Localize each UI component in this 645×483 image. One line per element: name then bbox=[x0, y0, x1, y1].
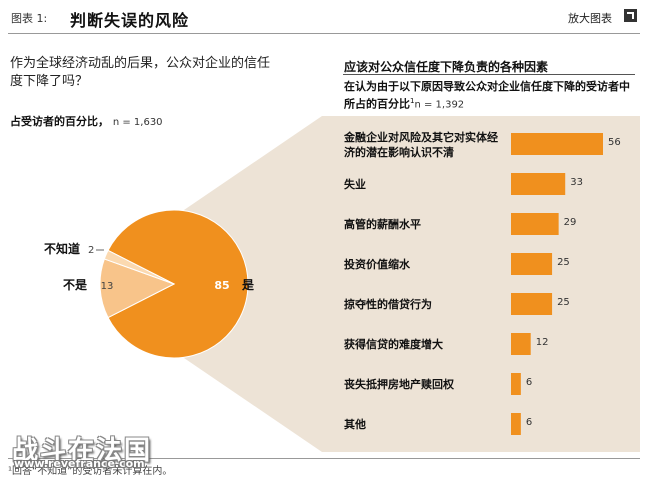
bar-value: 29 bbox=[563, 217, 577, 228]
bar-value: 6 bbox=[525, 417, 533, 428]
bar-category-label: 投资价值缩水 bbox=[344, 258, 410, 271]
pie-subtitle: 占受访者的百分比， n = 1,630 bbox=[10, 113, 163, 129]
bar bbox=[511, 373, 521, 395]
watermark-url: www.revefrance.com bbox=[14, 457, 145, 470]
watermark-text: 战斗在法国 bbox=[12, 436, 153, 466]
footnote-marker: 1 bbox=[410, 97, 415, 105]
bar-chart bbox=[511, 133, 603, 435]
pie-label-no: 不是 bbox=[63, 278, 88, 292]
pie-chart: 85 是 13 不是 2 不知道 bbox=[44, 209, 255, 359]
expand-icon[interactable] bbox=[624, 9, 637, 22]
bar-category-label: 获得信贷的难度增大 bbox=[344, 338, 443, 351]
bar-panel-background bbox=[184, 116, 640, 452]
pie-slice-dont-know bbox=[103, 249, 175, 285]
bar-sample-size: n = 1,392 bbox=[414, 99, 465, 111]
pie-label-dont-know: 不知道 bbox=[44, 241, 80, 256]
bar-value: 6 bbox=[525, 377, 533, 388]
bar-category-label: 其他 bbox=[344, 418, 366, 431]
pie-sample-size: n = 1,630 bbox=[112, 117, 163, 128]
pie-slice-yes bbox=[107, 209, 249, 359]
pie-subtitle-text: 占受访者的百分比， bbox=[10, 115, 109, 128]
figure-label: 图表 1: bbox=[11, 12, 48, 25]
pie-slice-no bbox=[99, 258, 176, 319]
bar-category-label: 高管的薪酬水平 bbox=[344, 218, 421, 231]
bar-value: 25 bbox=[557, 257, 570, 268]
pie-value-yes: 85 bbox=[214, 279, 229, 292]
chart-header: 图表 1: 判断失误的风险 放大图表 bbox=[8, 6, 640, 34]
bar bbox=[511, 173, 566, 195]
survey-question: 作为全球经济动乱的后果，公众对企业的信任度下降了吗？ bbox=[10, 56, 271, 89]
title-divider bbox=[343, 74, 635, 75]
footer-divider bbox=[8, 458, 640, 459]
pie-value-no: 13 bbox=[101, 281, 114, 292]
bar-value: 25 bbox=[557, 297, 570, 308]
footnote: ¹回答“不知道”的受访者未计算在内。 bbox=[8, 466, 173, 477]
bar-subtitle-text: 在认为由于以下原因导致公众对企业信任度下降的受访者中所占的百分比 bbox=[344, 80, 630, 111]
bar bbox=[511, 293, 553, 315]
bar bbox=[511, 253, 553, 275]
bar-category-label: 金融企业对风险及其它对实体经济的潜在影响认识不清 bbox=[344, 131, 498, 159]
bar-category-label: 失业 bbox=[344, 178, 366, 191]
bar-category-label: 掠夺性的借贷行为 bbox=[344, 298, 432, 311]
bar bbox=[511, 333, 531, 355]
pie-value-dont-know: 2 bbox=[88, 245, 94, 256]
chart-title: 判断失误的风险 bbox=[70, 11, 190, 30]
bar-value: 12 bbox=[535, 337, 549, 348]
bar bbox=[511, 413, 521, 435]
bar bbox=[511, 133, 603, 155]
bar-category-label: 丧失抵押房地产赎回权 bbox=[344, 378, 454, 391]
bar-value: 33 bbox=[570, 177, 583, 188]
bar-chart-subtitle: 在认为由于以下原因导致公众对企业信任度下降的受访者中所占的百分比1n = 1,3… bbox=[344, 79, 640, 113]
pie-label-yes: 是 bbox=[241, 278, 255, 292]
bar-value: 56 bbox=[608, 137, 621, 148]
bar bbox=[511, 213, 559, 235]
bar-chart-title: 应该对公众信任度下降负责的各种因素 bbox=[344, 60, 549, 74]
enlarge-chart-link[interactable]: 放大图表 bbox=[568, 12, 612, 25]
